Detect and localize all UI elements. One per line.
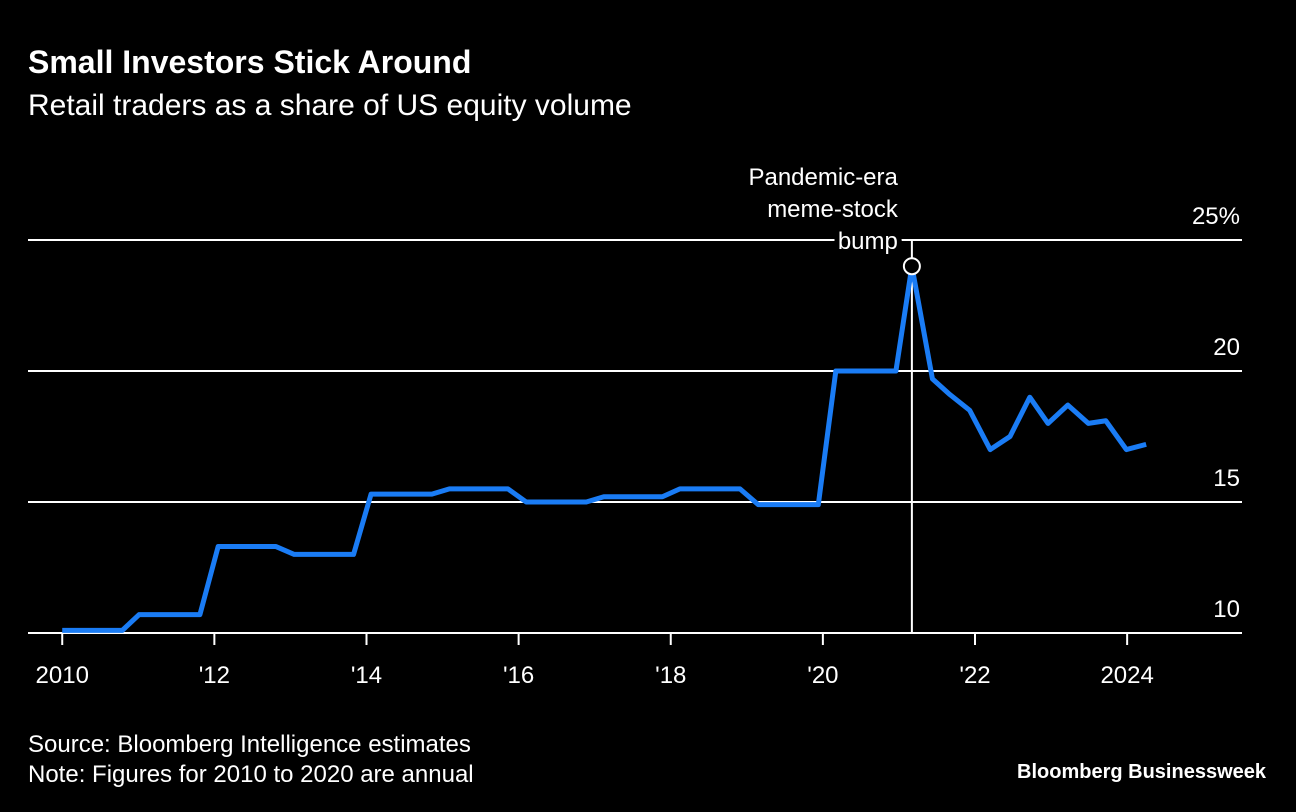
note: Note: Figures for 2010 to 2020 are annua… [28,761,474,788]
annotation-point [902,257,921,276]
x-tick-label: 2010 [36,662,89,689]
x-tick-label: '14 [351,662,382,689]
x-tick-label: '12 [199,662,230,689]
chart-subtitle: Retail traders as a share of US equity v… [28,89,632,122]
x-tick-label: '16 [503,662,534,689]
brand: Bloomberg Businessweek [1017,761,1267,783]
y-tick-label: 15 [1213,465,1240,492]
y-tick-label: 25% [1192,203,1240,230]
x-tick-label: '18 [655,662,686,689]
annotation-text: bump [838,228,898,255]
annotation-text: meme-stock [767,196,899,223]
x-tick-label: '22 [959,662,990,689]
data-line [62,263,1147,633]
annotation-text: Pandemic-era [748,164,898,191]
source: Source: Bloomberg Intelligence estimates [28,731,471,758]
x-tick-label: '20 [807,662,838,689]
y-tick-label: 20 [1213,334,1240,361]
y-tick-label: 10 [1213,596,1240,623]
x-tick-label: 2024 [1100,662,1153,689]
chart-title: Small Investors Stick Around [28,44,471,80]
